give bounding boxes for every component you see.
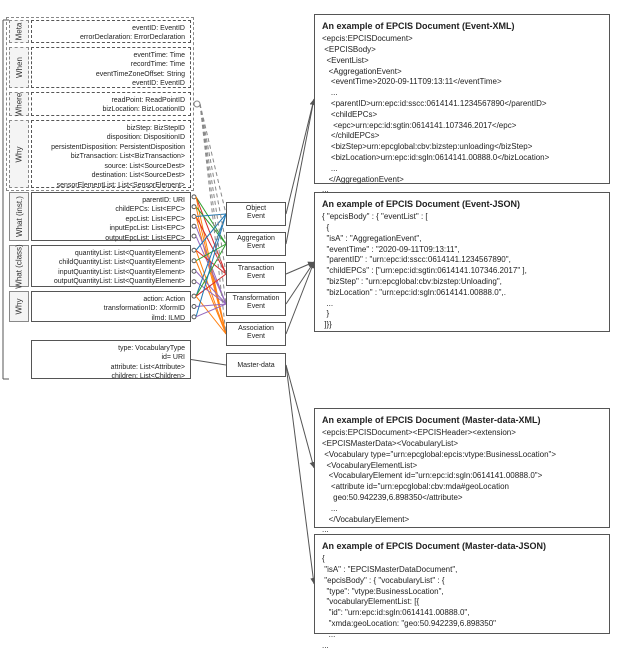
event-object: ObjectEvent — [226, 202, 286, 226]
example-body: <epcis:EPCISDocument><EPCISHeader><exten… — [322, 428, 556, 534]
box-meta: eventID: EventIDerrorDeclaration: ErrorD… — [31, 20, 191, 43]
label-what-inst-text: What (inst.) — [15, 196, 24, 237]
event-transaction: TransactionEvent — [226, 262, 286, 286]
label-what-class: What (class) — [9, 245, 29, 287]
label-why2: Why — [9, 291, 29, 322]
event-transformation: TransformationEvent — [226, 292, 286, 316]
diagram-canvas: { "left": { "meta": { "label": "Meta", "… — [0, 0, 621, 648]
box-what-class: quantityList: List<QuantityElement>child… — [31, 245, 191, 287]
box-why2: action: ActiontransformationID: XformIDi… — [31, 291, 191, 322]
box-what-inst: parentID: URIchildEPCs: List<EPC>epcList… — [31, 192, 191, 241]
label-why-text: Why — [15, 146, 24, 162]
example-body: { "epcisBody" : { "eventList" : [ { "isA… — [322, 212, 527, 329]
label-why2-text: Why — [15, 299, 24, 315]
example-title: An example of EPCIS Document (Event-JSON… — [322, 198, 602, 210]
example-body: { "isA" : "EPCISMasterDataDocument", "ep… — [322, 554, 496, 649]
event-aggregation: AggregationEvent — [226, 232, 286, 256]
example-title: An example of EPCIS Document (Event-XML) — [322, 20, 602, 32]
label-what-class-text: What (class) — [15, 244, 24, 288]
event-association: AssociationEvent — [226, 322, 286, 346]
label-meta: Meta — [9, 20, 29, 43]
label-when: When — [9, 47, 29, 88]
example-title: An example of EPCIS Document (Master-dat… — [322, 414, 602, 426]
label-why: Why — [9, 120, 29, 188]
example-event-json: An example of EPCIS Document (Event-JSON… — [314, 192, 610, 332]
box-why: bizStep: BizStepIDdisposition: Dispositi… — [31, 120, 191, 188]
example-master-xml: An example of EPCIS Document (Master-dat… — [314, 408, 610, 528]
example-event-xml: An example of EPCIS Document (Event-XML)… — [314, 14, 610, 184]
box-when: eventTime: TimerecordTime: TimeeventTime… — [31, 47, 191, 88]
example-master-json: An example of EPCIS Document (Master-dat… — [314, 534, 610, 634]
box-where: readPoint: ReadPointIDbizLocation: BizLo… — [31, 92, 191, 116]
example-body: <epcis:EPCISDocument> <EPCISBody> <Event… — [322, 34, 549, 194]
example-title: An example of EPCIS Document (Master-dat… — [322, 540, 602, 552]
label-where-text: Where — [15, 92, 24, 116]
label-when-text: When — [15, 57, 24, 78]
label-meta-text: Meta — [14, 23, 23, 41]
label-what-inst: What (inst.) — [9, 192, 29, 241]
box-master: type: VocabularyTypeid= URIattribute: Li… — [31, 340, 191, 379]
label-where: Where — [9, 92, 29, 116]
event-master-data: Master-data — [226, 353, 286, 377]
